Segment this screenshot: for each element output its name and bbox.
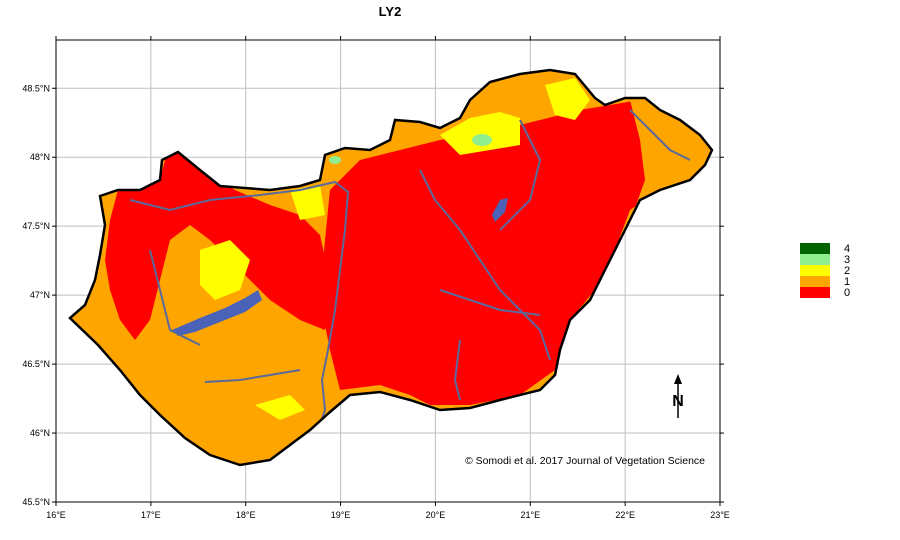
map-frame xyxy=(55,39,721,503)
country-border xyxy=(68,68,714,467)
y-tick-label: 48°N xyxy=(30,152,50,162)
class-2-area-south xyxy=(255,395,305,420)
class-1-area-east xyxy=(620,100,712,250)
legend-swatch xyxy=(800,265,830,276)
x-tick-label: 16°E xyxy=(46,510,66,520)
y-tick-label: 47.5°N xyxy=(22,221,50,231)
rivers xyxy=(129,109,691,441)
north-arrow: N xyxy=(672,374,684,418)
legend-swatch xyxy=(800,243,830,254)
y-tick-label: 46°N xyxy=(30,428,50,438)
class-2-area-north xyxy=(440,112,520,155)
y-tick-label: 46.5°N xyxy=(22,359,50,369)
class-3-area-2 xyxy=(329,156,341,164)
lake-balaton xyxy=(172,290,262,336)
north-arrow-label: N xyxy=(672,393,684,410)
y-tick-label: 47°N xyxy=(30,290,50,300)
class-2-area-northeast xyxy=(545,78,590,120)
y-tick-label: 48.5°N xyxy=(22,83,50,93)
class-2-area-west xyxy=(200,240,250,300)
y-axis-ticks: 45.5°N 46°N 46.5°N 47°N 47.5°N 48°N 48.5°N xyxy=(22,83,724,507)
legend-label: 0 xyxy=(844,287,850,299)
legend-label: 4 xyxy=(844,243,850,255)
x-tick-label: 17°E xyxy=(141,510,161,520)
x-tick-label: 22°E xyxy=(615,510,635,520)
legend-label: 3 xyxy=(844,254,850,266)
class-2-area-bend xyxy=(290,185,325,220)
legend-swatch xyxy=(800,287,830,298)
legend-label: 1 xyxy=(844,276,850,288)
y-tick-label: 45.5°N xyxy=(22,497,50,507)
legend-swatch xyxy=(800,254,830,265)
credit-text: © Somodi et al. 2017 Journal of Vegetati… xyxy=(465,455,705,467)
x-tick-label: 19°E xyxy=(331,510,351,520)
legend-label: 2 xyxy=(844,265,850,277)
class-3-area xyxy=(472,134,492,146)
lake-tisza xyxy=(492,198,508,222)
x-tick-label: 23°E xyxy=(710,510,730,520)
class-0-area xyxy=(320,100,700,405)
x-tick-label: 21°E xyxy=(520,510,540,520)
legend-swatch xyxy=(800,276,830,287)
x-tick-label: 18°E xyxy=(236,510,256,520)
x-tick-label: 20°E xyxy=(426,510,446,520)
map-title: LY2 xyxy=(378,4,402,19)
x-axis-ticks: 16°E 17°E 18°E 19°E 20°E 21°E 22°E 23°E xyxy=(46,36,730,520)
